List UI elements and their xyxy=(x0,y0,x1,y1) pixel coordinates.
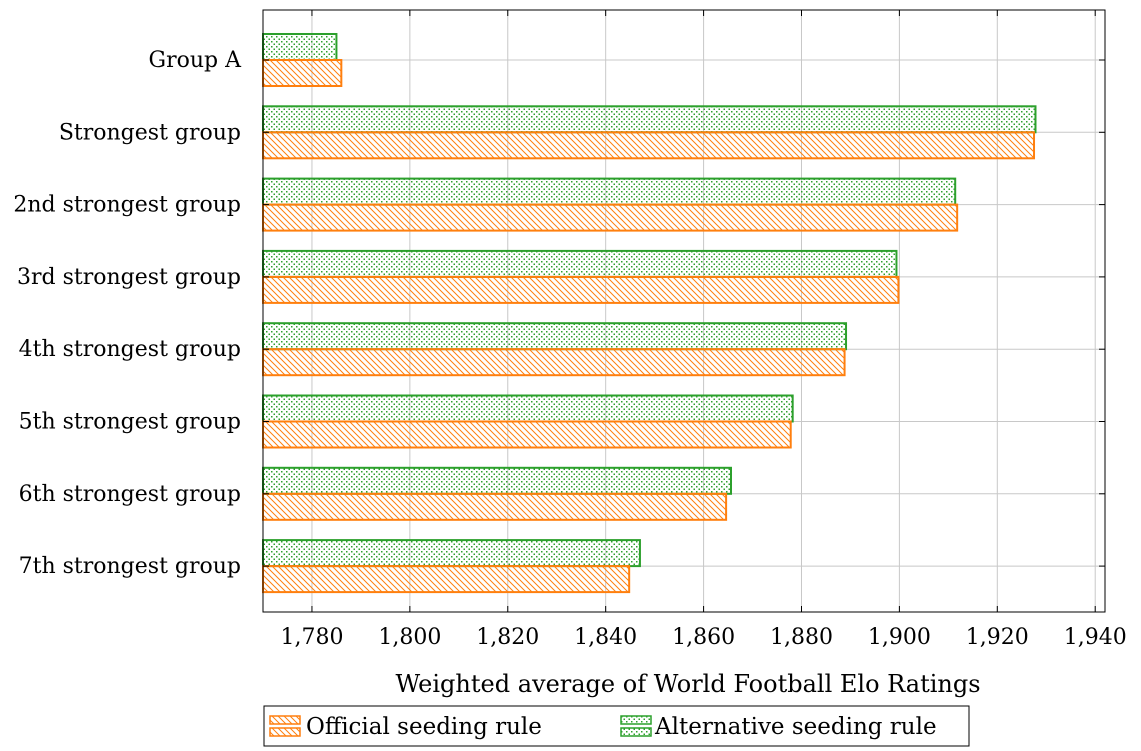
x-tick-label: 1,880 xyxy=(770,625,833,650)
category-label: 5th strongest group xyxy=(19,410,241,435)
bar-official xyxy=(262,565,631,594)
x-tick-label: 1,800 xyxy=(378,625,441,650)
x-tick-label: 1,820 xyxy=(476,625,539,650)
category-label: Group A xyxy=(149,48,243,73)
legend-label-alternative: Alternative seeding rule xyxy=(654,714,937,740)
bar-alternative xyxy=(262,466,732,495)
bar-official xyxy=(262,203,959,232)
x-axis-label: Weighted average of World Football Elo R… xyxy=(395,670,980,698)
bar-alternative xyxy=(262,105,1037,134)
x-tick-label: 1,860 xyxy=(672,625,735,650)
category-label: 7th strongest group xyxy=(19,554,241,579)
x-tick-label: 1,900 xyxy=(868,625,931,650)
x-tick-label: 1,780 xyxy=(280,625,343,650)
bar-official xyxy=(262,492,728,521)
category-label: 2nd strongest group xyxy=(13,193,241,218)
legend-frame xyxy=(263,705,970,747)
x-tick-label: 1,920 xyxy=(966,625,1029,650)
plot-frame xyxy=(262,9,1106,613)
bar-alternative xyxy=(262,177,957,206)
category-label: Strongest group xyxy=(59,120,241,145)
bar-official xyxy=(262,275,900,304)
grid xyxy=(263,10,1105,612)
bar-alternative xyxy=(262,33,338,61)
bar-alternative xyxy=(262,394,794,423)
bars xyxy=(262,33,1037,594)
bar-official xyxy=(262,131,1036,160)
bar-official xyxy=(262,59,343,87)
x-tick-label: 1,840 xyxy=(574,625,637,650)
bar-official xyxy=(262,420,792,449)
legend-swatch-alternative xyxy=(620,715,652,737)
category-label: 4th strongest group xyxy=(19,337,241,362)
bar-alternative xyxy=(262,539,641,568)
axis-ticks: 1,780 1,800 1,820 1,840 1,860 1,880 1,900 1,920… xyxy=(263,10,1127,650)
bar-official xyxy=(262,348,846,377)
category-label: 6th strongest group xyxy=(19,482,241,507)
bar-alternative xyxy=(262,322,848,351)
category-label: 3rd strongest group xyxy=(17,265,241,290)
legend-label-official: Official seeding rule xyxy=(306,714,542,740)
legend-swatch-official xyxy=(269,715,301,737)
bar-alternative xyxy=(262,249,898,278)
legend: Official seeding rule Alternative seedin… xyxy=(263,705,970,747)
x-tick-label: 1,940 xyxy=(1064,625,1127,650)
category-labels: Group A Strongest group 2nd strongest grou… xyxy=(13,48,242,579)
